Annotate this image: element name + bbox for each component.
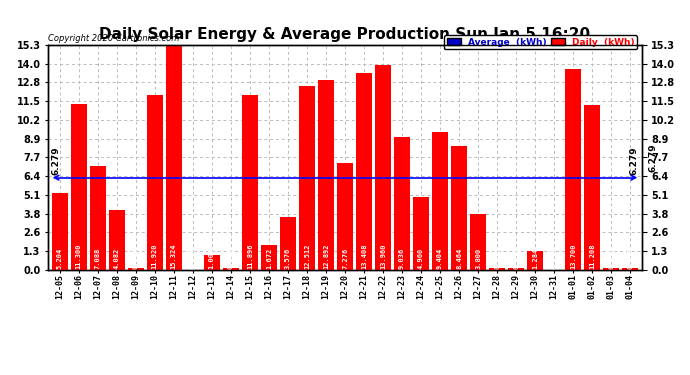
Text: 6.279: 6.279: [649, 144, 658, 172]
Bar: [565, 69, 581, 270]
Bar: [241, 95, 258, 270]
Text: 12.512: 12.512: [304, 243, 310, 269]
Bar: [280, 217, 296, 270]
Text: 0.000: 0.000: [132, 248, 139, 269]
Bar: [394, 137, 410, 270]
Text: 6.279: 6.279: [629, 147, 638, 176]
Bar: [261, 245, 277, 270]
Bar: [128, 268, 144, 270]
Text: 5.204: 5.204: [57, 248, 63, 269]
Text: 1.284: 1.284: [532, 248, 538, 269]
Text: 11.208: 11.208: [589, 243, 595, 269]
Bar: [356, 73, 372, 270]
Text: 3.576: 3.576: [285, 248, 291, 269]
Text: 1.672: 1.672: [266, 248, 272, 269]
Bar: [527, 251, 543, 270]
Text: 0.000: 0.000: [609, 248, 614, 269]
Text: 0.000: 0.000: [228, 248, 234, 269]
Bar: [52, 194, 68, 270]
Text: 0.000: 0.000: [627, 248, 633, 269]
Bar: [489, 268, 505, 270]
Bar: [204, 255, 220, 270]
Text: 0.016: 0.016: [551, 248, 558, 269]
Bar: [470, 214, 486, 270]
Bar: [508, 268, 524, 270]
Bar: [147, 95, 163, 270]
Text: 0.004: 0.004: [190, 248, 196, 269]
Bar: [451, 146, 467, 270]
Text: 13.408: 13.408: [361, 243, 367, 269]
Text: 1.000: 1.000: [209, 248, 215, 269]
Bar: [432, 132, 448, 270]
Text: 4.082: 4.082: [114, 248, 120, 269]
Text: 11.300: 11.300: [76, 243, 81, 269]
Text: 7.276: 7.276: [342, 248, 348, 269]
Bar: [70, 104, 87, 270]
Text: 4.960: 4.960: [418, 248, 424, 269]
Text: 11.920: 11.920: [152, 243, 158, 269]
Text: 9.036: 9.036: [399, 248, 405, 269]
Bar: [166, 45, 182, 270]
Text: 12.892: 12.892: [323, 243, 329, 269]
Text: 15.324: 15.324: [171, 243, 177, 269]
Bar: [299, 86, 315, 270]
Bar: [622, 268, 638, 270]
Bar: [413, 197, 429, 270]
Text: 7.088: 7.088: [95, 248, 101, 269]
Bar: [223, 268, 239, 270]
Text: 3.800: 3.800: [475, 248, 481, 269]
Bar: [603, 268, 620, 270]
Text: 13.960: 13.960: [380, 243, 386, 269]
Title: Daily Solar Energy & Average Production Sun Jan 5 16:20: Daily Solar Energy & Average Production …: [99, 27, 591, 42]
Text: 0.000: 0.000: [494, 248, 500, 269]
Bar: [318, 80, 334, 270]
Text: 9.404: 9.404: [437, 248, 443, 269]
Bar: [584, 105, 600, 270]
Bar: [375, 65, 391, 270]
Legend: Average  (kWh), Daily  (kWh): Average (kWh), Daily (kWh): [444, 35, 637, 49]
Text: 8.464: 8.464: [456, 248, 462, 269]
Bar: [109, 210, 125, 270]
Text: 11.896: 11.896: [247, 243, 253, 269]
Text: 0.000: 0.000: [513, 248, 519, 269]
Text: 6.279: 6.279: [52, 147, 61, 176]
Bar: [337, 163, 353, 270]
Text: 13.700: 13.700: [570, 243, 576, 269]
Text: Copyright 2020 Cartronics.com: Copyright 2020 Cartronics.com: [48, 34, 179, 43]
Bar: [90, 166, 106, 270]
